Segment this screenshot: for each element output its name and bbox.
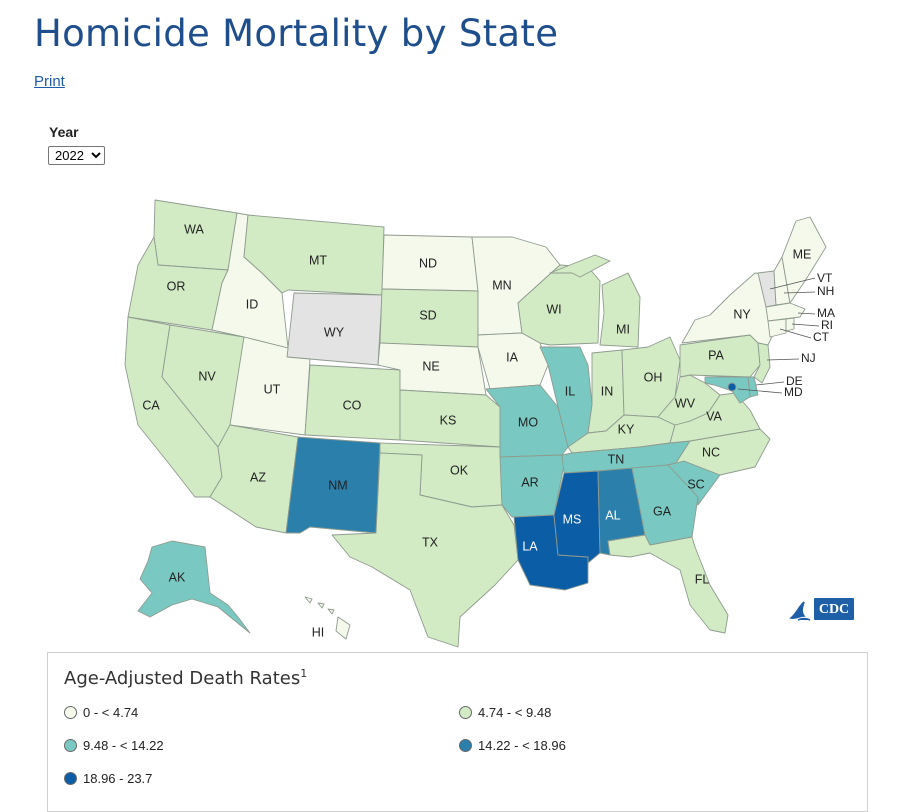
state-RI[interactable] xyxy=(785,317,795,332)
label-MS: MS xyxy=(563,512,582,526)
legend-swatch xyxy=(64,739,77,752)
label-WY: WY xyxy=(324,325,345,339)
label-DE: DE xyxy=(786,374,803,388)
label-NC: NC xyxy=(702,445,720,459)
state-NJ[interactable] xyxy=(753,342,771,384)
legend: Age-Adjusted Death Rates1 0 - < 4.74 4.7… xyxy=(47,652,868,812)
state-HI[interactable] xyxy=(304,596,351,640)
us-state-map: WA OR CA NV ID MT WY UT AZ CO NM ND SD N… xyxy=(124,199,835,648)
state-MO[interactable] xyxy=(485,384,569,458)
label-AK: AK xyxy=(169,570,186,584)
label-NE: NE xyxy=(422,359,439,373)
page-title: Homicide Mortality by State xyxy=(34,12,559,55)
leader-DE xyxy=(755,381,785,386)
label-OH: OH xyxy=(644,370,663,384)
label-WI: WI xyxy=(546,302,561,316)
label-MI: MI xyxy=(616,322,630,336)
label-CO: CO xyxy=(343,398,362,412)
state-TX[interactable] xyxy=(331,452,519,648)
label-NM: NM xyxy=(328,478,347,492)
label-MD: MD xyxy=(784,385,803,399)
cdc-badge-text: CDC xyxy=(819,602,849,617)
label-NY: NY xyxy=(733,307,751,321)
year-label: Year xyxy=(49,124,79,140)
label-LA: LA xyxy=(522,539,538,553)
label-KS: KS xyxy=(440,413,457,427)
label-CA: CA xyxy=(142,398,160,412)
label-WV: WV xyxy=(675,396,696,410)
legend-item: 0 - < 4.74 xyxy=(64,705,138,720)
label-TN: TN xyxy=(608,452,625,466)
cdc-logo: CDC xyxy=(789,598,854,621)
print-link[interactable]: Print xyxy=(34,73,65,90)
label-NJ: NJ xyxy=(801,351,816,365)
label-NV: NV xyxy=(198,369,216,383)
legend-swatch xyxy=(64,772,77,785)
legend-item: 9.48 - < 14.22 xyxy=(64,738,164,753)
leader-NH xyxy=(783,291,816,294)
label-IL: IL xyxy=(565,384,575,398)
label-VA: VA xyxy=(706,409,722,423)
label-CT: CT xyxy=(813,330,830,344)
label-OK: OK xyxy=(450,463,469,477)
legend-item: 18.96 - 23.7 xyxy=(64,771,152,786)
label-MT: MT xyxy=(309,253,327,267)
label-PA: PA xyxy=(708,348,724,362)
label-HI: HI xyxy=(312,625,325,639)
label-UT: UT xyxy=(264,382,281,396)
label-AR: AR xyxy=(521,475,538,489)
state-FL[interactable] xyxy=(607,534,729,634)
legend-item: 14.22 - < 18.96 xyxy=(459,738,566,753)
leader-CT xyxy=(779,328,812,339)
label-RI: RI xyxy=(821,318,833,332)
label-TX: TX xyxy=(422,535,439,549)
label-OR: OR xyxy=(167,279,186,293)
label-AZ: AZ xyxy=(250,470,266,484)
legend-swatch xyxy=(64,706,77,719)
label-IA: IA xyxy=(506,350,518,364)
label-ND: ND xyxy=(419,256,437,270)
leader-RI xyxy=(791,323,820,327)
label-IN: IN xyxy=(601,384,614,398)
label-ID: ID xyxy=(246,297,259,311)
label-SC: SC xyxy=(687,477,704,491)
label-FL: FL xyxy=(695,572,710,586)
hhs-eagle-icon xyxy=(789,601,811,621)
state-AK[interactable] xyxy=(137,540,251,634)
label-MA: MA xyxy=(817,306,835,320)
state-MD[interactable] xyxy=(704,376,751,404)
year-select[interactable]: 2022 xyxy=(48,146,105,165)
label-MO: MO xyxy=(518,415,538,429)
state-CT[interactable] xyxy=(767,318,787,338)
leader-MD xyxy=(737,388,783,394)
label-VT: VT xyxy=(817,271,833,285)
state-WV[interactable] xyxy=(657,374,721,426)
legend-title: Age-Adjusted Death Rates1 xyxy=(64,667,308,689)
leader-MA xyxy=(797,312,816,315)
label-KY: KY xyxy=(618,422,635,436)
label-NH: NH xyxy=(817,284,834,298)
label-AL: AL xyxy=(605,508,620,522)
legend-item: 4.74 - < 9.48 xyxy=(459,705,551,720)
label-GA: GA xyxy=(653,504,672,518)
leader-NJ xyxy=(766,358,800,361)
label-ME: ME xyxy=(793,247,812,261)
state-MA[interactable] xyxy=(765,302,806,322)
state-DC[interactable] xyxy=(727,382,737,392)
cdc-badge xyxy=(814,598,854,620)
label-SD: SD xyxy=(419,308,436,322)
legend-footnote: 1 xyxy=(300,667,308,680)
legend-swatch xyxy=(459,739,472,752)
state-MI[interactable] xyxy=(549,254,641,348)
leader-VT xyxy=(769,277,816,290)
label-MN: MN xyxy=(492,278,511,292)
legend-swatch xyxy=(459,706,472,719)
label-WA: WA xyxy=(184,222,204,236)
